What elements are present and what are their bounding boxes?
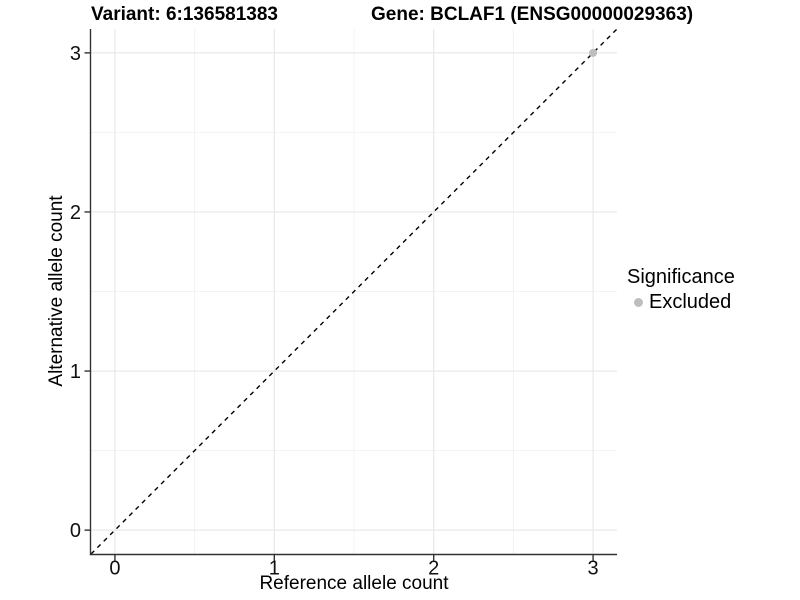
x-tick-label: 2 [428, 558, 439, 580]
x-axis-title: Reference allele count [259, 573, 449, 594]
legend-item-label: Excluded [649, 291, 732, 313]
y-tick-label: 2 [70, 202, 81, 224]
legend: Significance Excluded [627, 266, 735, 313]
data-point-excluded [589, 48, 598, 57]
x-tick-label: 3 [588, 558, 599, 580]
y-axis-title: Alternative allele count [46, 195, 67, 387]
plot-title-variant: Variant: 6:136581383 [91, 4, 278, 25]
y-tick-label: 1 [70, 361, 81, 383]
plot-title-gene: Gene: BCLAF1 (ENSG00000029363) [371, 4, 694, 25]
x-tick-label: 0 [109, 558, 120, 580]
legend-item-excluded: Excluded [627, 291, 735, 313]
y-tick-label: 0 [70, 520, 81, 542]
x-tick-label: 1 [269, 558, 280, 580]
identity-reference-line [91, 29, 617, 554]
legend-point-icon [634, 297, 643, 307]
y-tick-label: 3 [70, 43, 81, 65]
legend-title: Significance [627, 266, 735, 288]
